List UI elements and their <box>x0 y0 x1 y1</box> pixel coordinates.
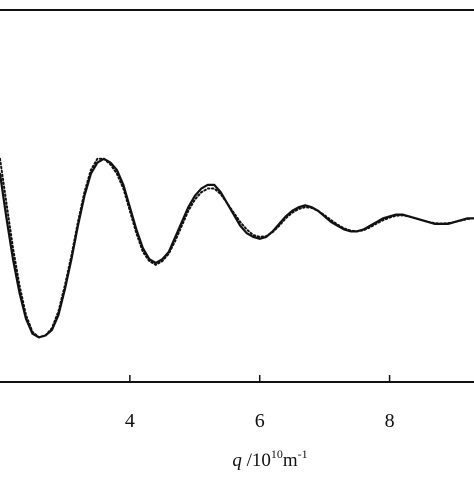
chart-frame <box>0 9 474 383</box>
series-line-2 <box>0 157 474 339</box>
x-axis-label: q /1010m-1 <box>232 447 307 471</box>
x-label-exp2: -1 <box>298 447 308 461</box>
x-ticks: 4 6 8 <box>125 375 395 432</box>
series-layer <box>0 157 474 339</box>
x-tick-label: 6 <box>255 410 265 432</box>
series-line-1 <box>0 157 474 339</box>
x-label-exp1: 10 <box>271 447 283 461</box>
x-label-unit: m <box>283 450 298 471</box>
x-label-var: q <box>232 450 242 471</box>
x-label-mid: /10 <box>242 450 271 471</box>
x-tick-label: 4 <box>125 410 135 432</box>
x-tick-label: 8 <box>385 410 395 432</box>
